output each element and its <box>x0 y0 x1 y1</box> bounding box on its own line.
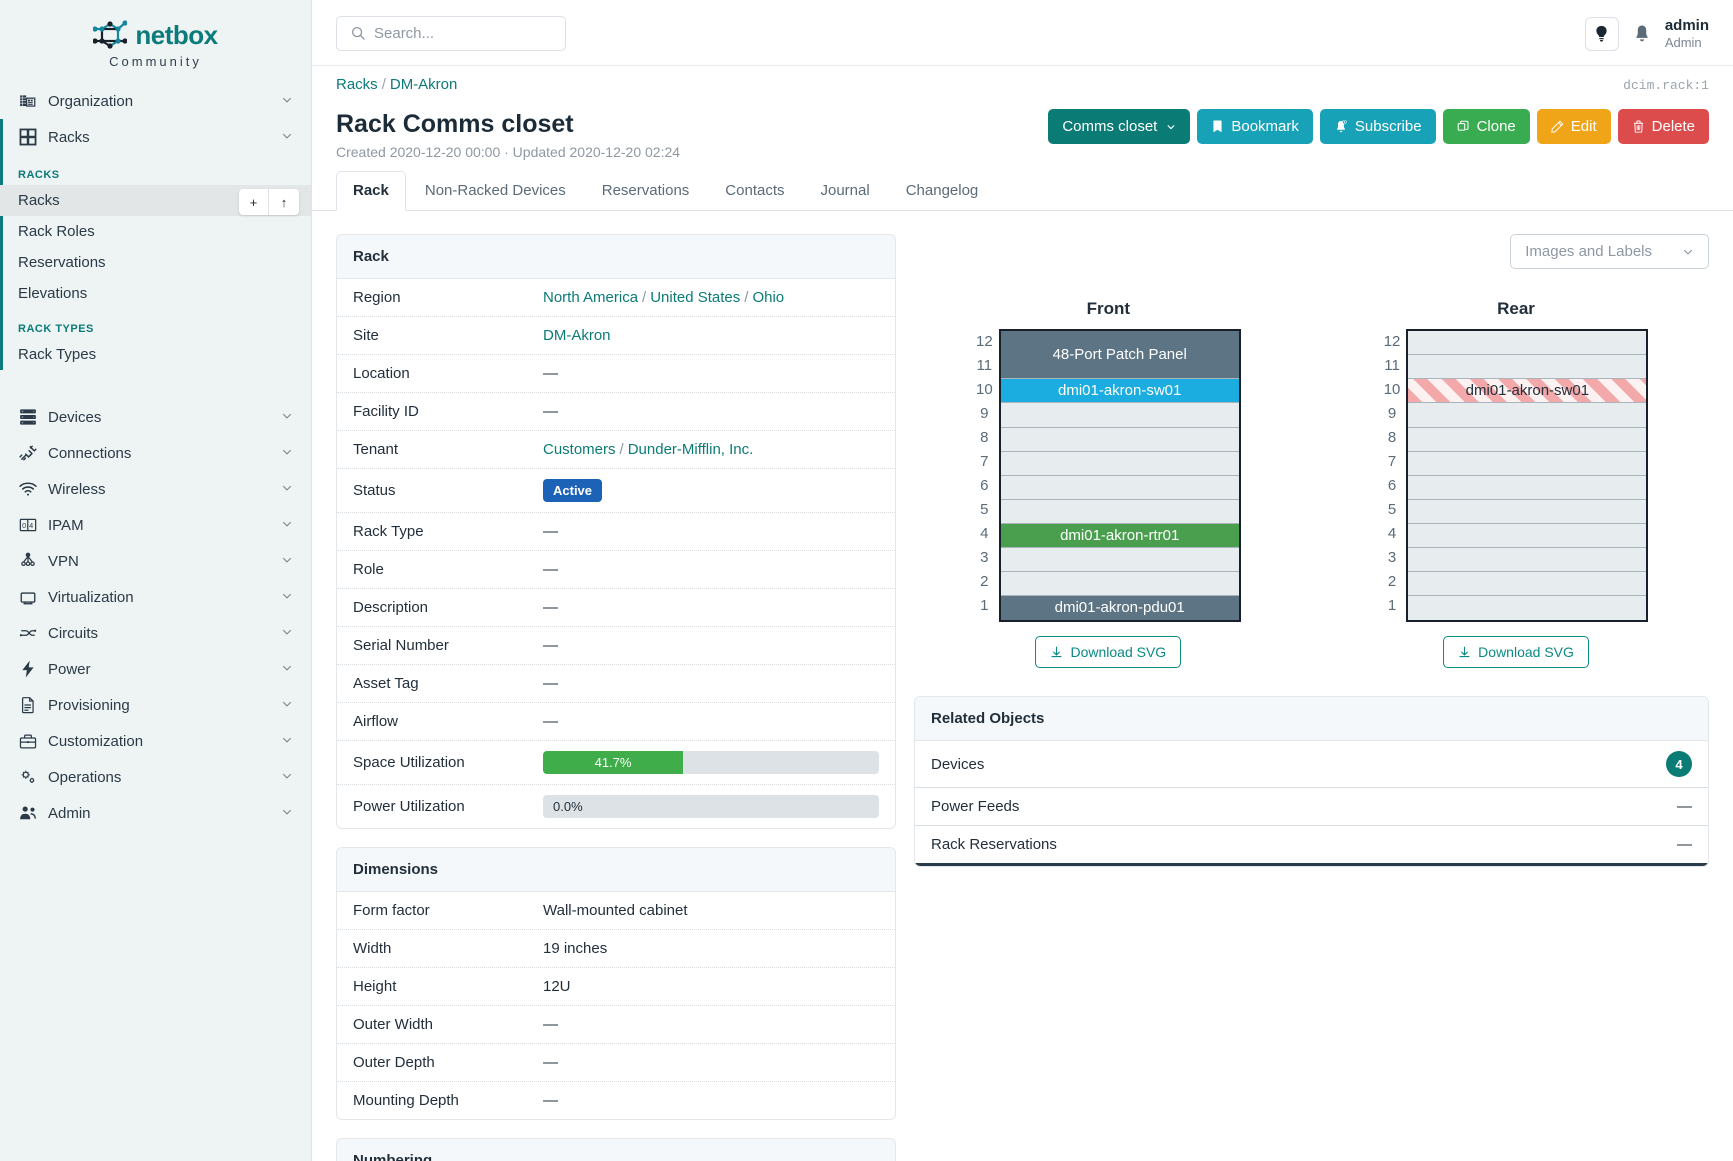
svg-text:4: 4 <box>29 521 33 530</box>
svg-text:0: 0 <box>22 521 26 530</box>
